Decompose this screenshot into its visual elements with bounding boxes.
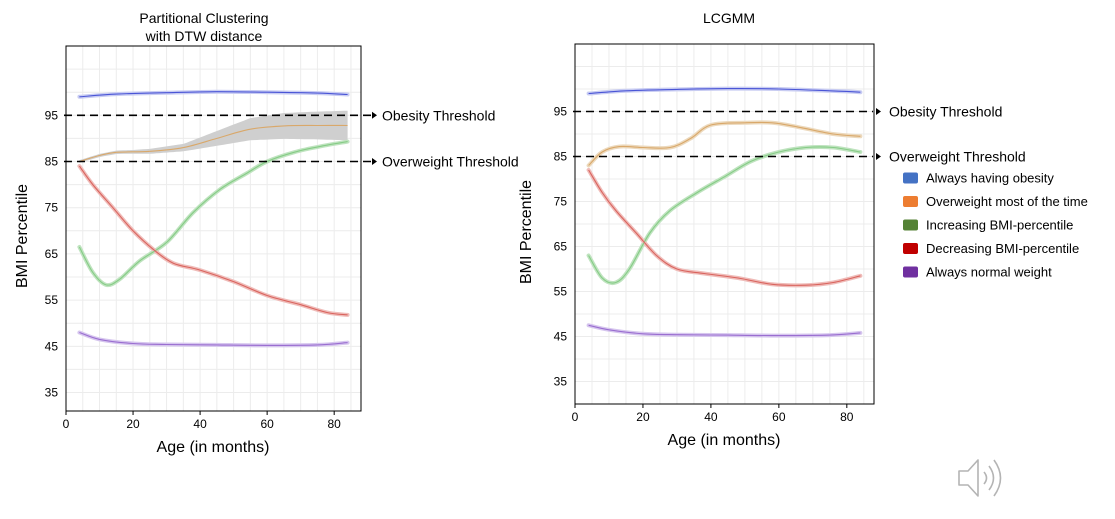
legend-label: Overweight most of the time [926,194,1088,209]
chart-left-lines [78,91,348,346]
legend-swatch [903,172,918,184]
series-line-1 [79,124,348,163]
legend-swatch [903,196,918,207]
y-tick-label: 35 [45,386,59,400]
y-tick-label: 95 [554,105,568,119]
chart-left-ticks: 0 20 40 60 80 35 45 55 65 75 85 95 [45,108,342,431]
chart-left-title-line-1: Partitional Clustering [139,10,268,26]
x-tick-label: 20 [126,417,140,431]
legend-swatch [903,266,918,278]
x-tick-label: 0 [63,417,70,431]
x-tick-label: 40 [704,410,718,424]
chart-right-bands [586,86,863,338]
legend-label: Decreasing BMI-percentile [926,241,1079,256]
chart-right-thresholds: Obesity Threshold Overweight Threshold [573,104,1026,165]
chart-left-xlabel: Age (in months) [157,439,270,456]
x-tick-label: 60 [772,410,786,424]
chart-left-grid [66,45,361,411]
series-halo-3 [77,164,350,317]
chart-left-title-line-2: with DTW distance [145,28,263,44]
legend-swatch [903,219,918,231]
chart-left-frame [65,45,362,412]
y-tick-label: 75 [45,201,59,215]
chart-left-bands [77,89,350,348]
y-tick-label: 35 [554,375,568,389]
chart-right-xlabel: Age (in months) [668,432,781,449]
series-halo-4 [586,323,863,338]
series-line-0 [79,91,348,98]
series-line-4 [588,324,861,337]
x-tick-label: 60 [260,417,274,431]
threshold-arrow [876,108,881,115]
legend-label: Increasing BMI-percentile [926,218,1073,233]
y-tick-label: 65 [45,247,59,261]
threshold-label: Overweight Threshold [382,154,519,170]
series-line-1 [588,121,861,166]
series-line-2 [78,141,348,286]
series-line-4 [79,331,348,346]
series-halo-4 [77,330,350,348]
series-halo-2 [586,144,863,286]
series-line-2 [588,146,861,284]
series-line-0 [588,88,861,95]
y-tick-label: 65 [554,240,568,254]
series-halo-1 [586,120,863,168]
x-tick-label: 0 [572,410,579,424]
chart-right: LCGMM Obesity Threshold Overweight Thresh… [518,10,1088,449]
legend-label: Always having obesity [926,171,1054,186]
y-tick-label: 85 [554,150,568,164]
chart-left-ylabel: BMI Percentile [14,184,31,288]
series-line-3 [588,169,861,286]
y-tick-label: 75 [554,195,568,209]
chart-right-legend: Always having obesity Overweight most of … [903,171,1088,280]
chart-right-lines [588,88,861,337]
x-tick-label: 40 [193,417,207,431]
legend-swatch [903,243,918,254]
chart-right-ylabel: BMI Percentile [518,180,535,284]
y-tick-label: 85 [45,155,59,169]
y-tick-label: 45 [45,339,59,353]
y-tick-label: 95 [45,108,59,122]
threshold-label: Obesity Threshold [382,107,495,123]
threshold-label: Overweight Threshold [889,149,1026,165]
y-tick-label: 55 [554,285,568,299]
x-tick-label: 20 [636,410,650,424]
y-tick-label: 45 [554,330,568,344]
chart-left: Partitional Clustering with DTW distance… [14,10,519,456]
chart-right-title: LCGMM [703,10,755,26]
threshold-label: Obesity Threshold [889,104,1002,120]
x-tick-label: 80 [328,417,342,431]
x-tick-label: 80 [840,410,854,424]
chart-right-ticks: 0 20 40 60 80 35 45 55 65 75 85 95 [554,105,854,425]
speaker-icon[interactable] [958,459,1002,497]
threshold-arrow [372,111,377,119]
series-band-1 [79,110,348,163]
legend-label: Always normal weight [926,265,1052,280]
threshold-arrow [372,158,377,166]
chart-left-thresholds: Obesity Threshold Overweight Threshold [64,107,519,170]
chart-right-grid [575,43,874,404]
series-line-3 [78,165,348,316]
chart-right-frame [574,43,875,405]
y-tick-label: 55 [45,293,59,307]
threshold-arrow [876,153,881,160]
